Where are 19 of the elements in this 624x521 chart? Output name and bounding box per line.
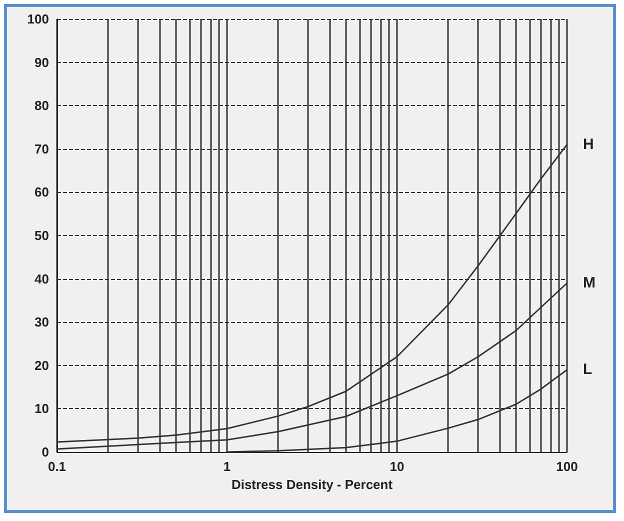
series-label: L xyxy=(583,361,592,378)
y-tick-label: 40 xyxy=(34,271,49,286)
y-tick-label: 70 xyxy=(34,141,49,156)
x-tick-label: 10 xyxy=(390,459,404,474)
y-tick-label: 100 xyxy=(27,12,49,26)
y-tick-label: 10 xyxy=(34,401,49,416)
series-label: M xyxy=(583,274,596,292)
y-tick-label: 50 xyxy=(34,228,49,243)
y-tick-label: 90 xyxy=(34,54,49,70)
y-tick-label: 30 xyxy=(34,314,49,330)
x-tick-label: 100 xyxy=(556,459,578,474)
series-label: H xyxy=(583,136,594,154)
x-tick-label: 1 xyxy=(223,459,231,474)
x-tick-label: 0.1 xyxy=(48,459,66,474)
y-tick-label: 60 xyxy=(34,184,49,200)
y-tick-label: 0 xyxy=(42,444,49,460)
y-tick-label: 80 xyxy=(34,98,49,114)
x-axis-title: Distress Density - Percent xyxy=(231,477,394,492)
y-tick-label: 20 xyxy=(34,358,49,373)
